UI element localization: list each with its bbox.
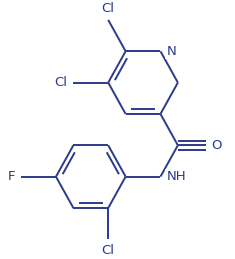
Text: Cl: Cl	[102, 2, 115, 15]
Text: N: N	[166, 45, 176, 58]
Text: F: F	[8, 170, 15, 183]
Text: Cl: Cl	[102, 244, 115, 257]
Text: O: O	[212, 139, 222, 152]
Text: Cl: Cl	[55, 76, 68, 89]
Text: NH: NH	[166, 170, 186, 183]
